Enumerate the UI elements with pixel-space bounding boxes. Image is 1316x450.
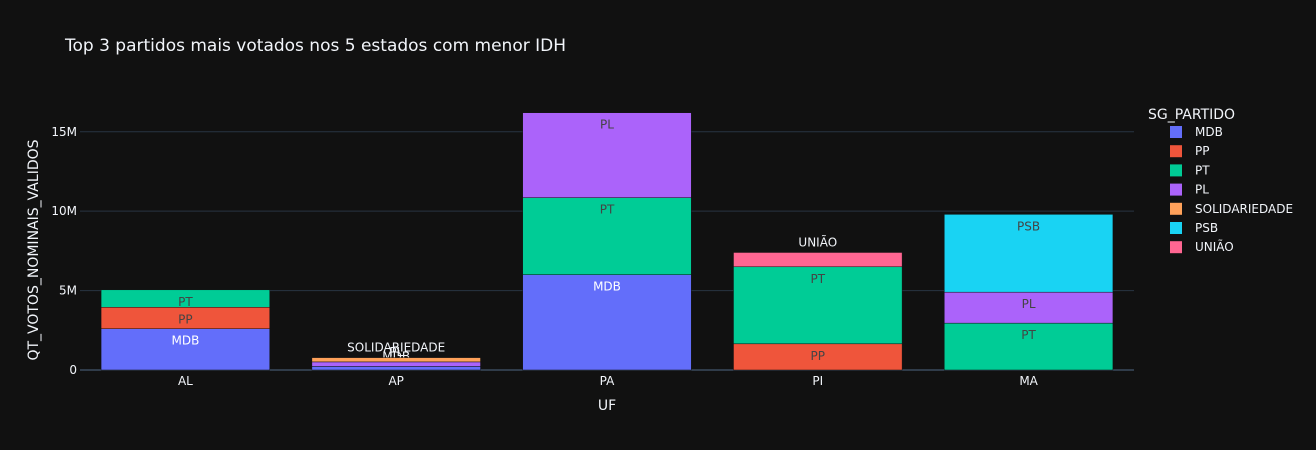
y-tick-label: 10M — [51, 204, 77, 218]
y-tick-label: 5M — [59, 284, 77, 298]
bar-segment — [944, 322, 1114, 371]
legend-swatch — [1170, 183, 1182, 196]
bar-segment-label: PP — [811, 349, 825, 363]
bar-segment-label: PT — [178, 295, 193, 309]
y-tick-label: 15M — [51, 125, 77, 139]
x-tick-label: PI — [812, 374, 823, 388]
legend-item-label: MDB — [1195, 125, 1223, 139]
legend-item-label: SOLIDARIEDADE — [1195, 202, 1293, 216]
x-tick-label: AL — [178, 374, 193, 388]
legend-swatch — [1170, 145, 1182, 158]
bar-segment-label: PT — [600, 203, 615, 217]
legend-item-label: PP — [1195, 144, 1209, 158]
bar-segment-label: PP — [178, 312, 192, 326]
bar-segment-label: PT — [1021, 328, 1036, 342]
legend-item-label: UNIÃO — [1195, 239, 1234, 254]
y-axis-ticks: 0 5M 10M 15M — [51, 125, 77, 377]
x-tick-label: MA — [1019, 374, 1038, 388]
x-axis-title: UF — [598, 398, 616, 414]
bar-segment-label: PSB — [1017, 219, 1040, 233]
bar-segment — [522, 197, 692, 275]
legend-swatch — [1170, 126, 1182, 138]
bar-segment — [733, 252, 903, 268]
bar-segment — [522, 274, 692, 371]
bar-segment — [100, 328, 270, 371]
legend-swatch — [1170, 164, 1182, 177]
bar-segment-label: UNIÃO — [798, 234, 837, 249]
bar-segment-label: PT — [811, 272, 826, 286]
bar-segment-label: SOLIDARIEDADE — [347, 341, 445, 355]
legend-item-label: PSB — [1195, 221, 1218, 235]
bar-segment — [944, 214, 1114, 293]
legend-swatch — [1170, 222, 1182, 234]
chart-title: Top 3 partidos mais votados nos 5 estado… — [64, 36, 566, 56]
bar-segment-label: MDB — [593, 280, 621, 294]
legend-title: SG_PARTIDO — [1148, 107, 1235, 123]
bar-segment — [522, 112, 692, 198]
x-tick-label: PA — [600, 374, 615, 388]
bar-segment-label: MDB — [171, 334, 199, 348]
x-tick-label: AP — [388, 374, 403, 388]
legend: SG_PARTIDO MDB PP PT PL SOLIDARIEDADE PSB UNIÃ… — [1148, 107, 1293, 254]
bars: MDBPPPTMDBPLSOLIDARIEDADEMDBPTPLPPPTUNIÃ… — [100, 112, 1114, 371]
legend-swatch — [1170, 202, 1182, 215]
bar-segment — [311, 366, 481, 371]
bar-segment — [311, 357, 481, 363]
y-tick-label: 0 — [69, 363, 77, 377]
bar-segment-label: PL — [389, 345, 403, 359]
bar-segment-label: PL — [1022, 297, 1036, 311]
legend-swatch — [1170, 241, 1182, 254]
legend-item-label: PL — [1195, 183, 1209, 197]
y-axis-title: QT_VOTOS_NOMINAIS_VALIDOS — [26, 139, 42, 360]
legend-item-label: PT — [1195, 163, 1210, 177]
bar-segment-label: PL — [600, 118, 614, 132]
bar-segment — [311, 361, 481, 367]
bar-segment — [100, 289, 270, 308]
x-axis-ticks: AL AP PA PI MA — [178, 374, 1039, 388]
bar-segment — [733, 343, 903, 371]
bar-segment — [944, 291, 1114, 324]
